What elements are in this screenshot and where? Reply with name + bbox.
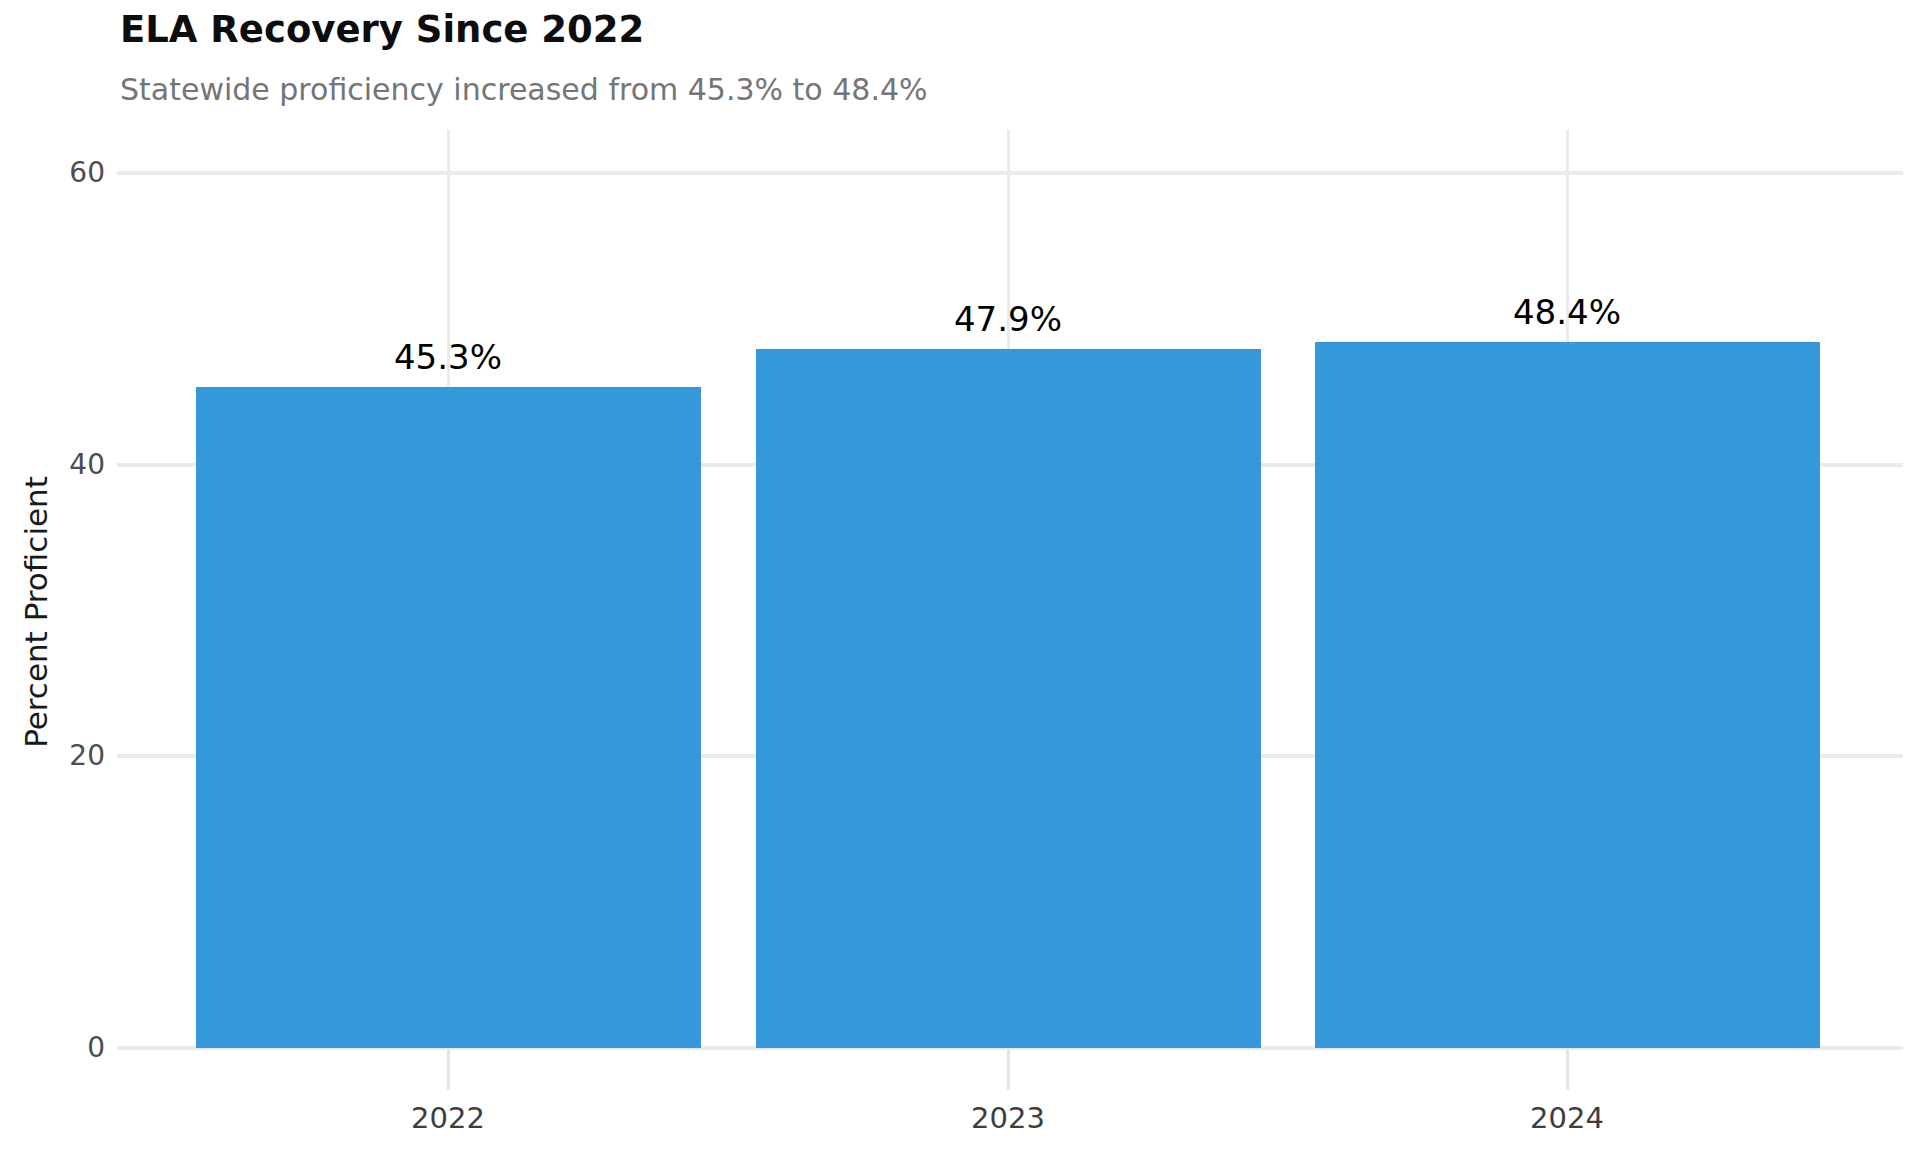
bar-2023 [756, 349, 1261, 1048]
x-tick-label-2023: 2023 [888, 1100, 1128, 1136]
y-tick-label-0: 0 [30, 1030, 105, 1066]
bar-2022 [196, 387, 701, 1048]
x-tick-label-2022: 2022 [328, 1100, 568, 1136]
x-tick-label-2024: 2024 [1447, 1100, 1687, 1136]
x-tick-mark-2023 [1007, 1050, 1010, 1090]
x-tick-mark-2024 [1566, 1050, 1569, 1090]
chart-title: ELA Recovery Since 2022 [120, 8, 644, 51]
h-gridline-60 [117, 171, 1903, 175]
bar-value-label-2024: 48.4% [1447, 292, 1687, 332]
y-axis-title: Percent Proficient [18, 476, 54, 748]
x-tick-mark-2022 [447, 1050, 450, 1090]
chart-subtitle: Statewide proficiency increased from 45.… [120, 72, 928, 107]
bar-2024 [1315, 342, 1820, 1048]
y-tick-label-40: 40 [30, 447, 105, 483]
bar-value-label-2023: 47.9% [888, 299, 1128, 339]
bar-value-label-2022: 45.3% [328, 337, 568, 377]
y-tick-label-60: 60 [30, 155, 105, 191]
chart-canvas: ELA Recovery Since 2022 Statewide profic… [0, 0, 1920, 1152]
y-tick-label-20: 20 [30, 738, 105, 774]
